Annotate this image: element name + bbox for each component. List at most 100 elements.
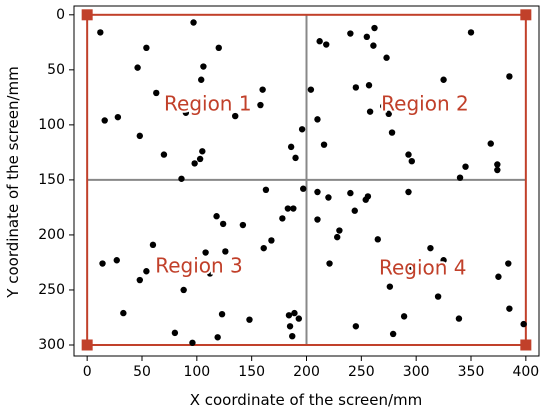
data-point-8: [153, 89, 160, 97]
corner-marker-2: [520, 9, 532, 21]
data-point-56: [120, 309, 127, 317]
region-label-4: Region 4: [379, 256, 467, 280]
data-point-16: [160, 151, 168, 158]
data-point-78: [295, 315, 303, 322]
data-point-98: [434, 293, 442, 300]
data-point-15: [136, 132, 144, 140]
data-point-49: [462, 163, 469, 170]
x-axis-label: X coordinate of the screen/mm: [190, 391, 423, 409]
data-point-43: [320, 141, 328, 148]
data-point-17: [199, 148, 206, 155]
data-point-96: [400, 313, 408, 320]
data-point-12: [182, 109, 190, 116]
data-point-40: [366, 108, 374, 115]
points-layer: [97, 19, 527, 346]
x-tick-label-150: 150: [238, 364, 265, 380]
data-point-60: [202, 249, 209, 256]
data-point-67: [214, 334, 221, 341]
data-point-6: [134, 64, 141, 71]
data-point-74: [285, 312, 293, 319]
axes: 0 50 100 150 200 250 300 350 400 0 50 100 150 200 250 3…: [38, 5, 540, 380]
region-label-3: Region 3: [155, 253, 243, 277]
data-point-7: [198, 76, 205, 83]
data-point-88: [362, 196, 369, 203]
data-point-82: [347, 189, 354, 197]
data-point-36: [365, 82, 373, 89]
data-point-38: [380, 102, 387, 110]
data-point-70: [268, 237, 275, 244]
data-point-48: [494, 166, 501, 174]
data-point-19: [191, 160, 198, 167]
data-point-68: [246, 316, 253, 323]
data-point-20: [292, 154, 299, 162]
y-tick-label-100: 100: [38, 117, 65, 133]
x-tick-label-200: 200: [293, 364, 320, 380]
data-point-47: [494, 161, 501, 168]
data-point-55: [143, 268, 150, 275]
data-point-86: [351, 207, 358, 214]
data-point-2: [190, 19, 197, 26]
y-axis-label: Y coordinate of the screen/mm: [4, 66, 22, 298]
data-point-62: [213, 213, 220, 220]
data-point-37: [307, 86, 315, 93]
x-tick-label-0: 0: [83, 364, 92, 380]
x-tick-label-100: 100: [183, 364, 210, 380]
data-point-31: [383, 54, 390, 61]
data-point-23: [178, 175, 185, 182]
y-tick-label-150: 150: [38, 172, 65, 188]
data-point-3: [143, 44, 150, 52]
data-point-92: [386, 283, 394, 290]
data-point-22: [298, 126, 306, 133]
data-point-58: [171, 329, 179, 337]
data-point-32: [467, 29, 475, 36]
data-point-80: [314, 188, 321, 196]
data-point-85: [334, 233, 341, 241]
plot-area: [81, 9, 532, 351]
data-point-39: [385, 110, 392, 118]
data-point-102: [505, 260, 512, 267]
y-tick-label-0: 0: [56, 7, 65, 23]
data-point-95: [389, 330, 397, 338]
x-tick-label-250: 250: [348, 364, 375, 380]
data-point-63: [219, 220, 227, 228]
x-tick-label-300: 300: [403, 364, 430, 380]
data-point-53: [113, 257, 120, 264]
data-point-54: [136, 276, 144, 284]
data-point-66: [218, 310, 226, 318]
data-point-99: [440, 257, 447, 264]
data-point-73: [290, 205, 297, 212]
y-tick-label-300: 300: [38, 337, 65, 353]
data-point-77: [289, 332, 296, 340]
data-point-34: [440, 76, 447, 83]
data-point-14: [114, 113, 122, 121]
data-point-76: [291, 309, 298, 317]
x-tick-label-350: 350: [458, 364, 485, 380]
region-label-1: Region 1: [164, 92, 252, 116]
x-tick-label-50: 50: [133, 364, 151, 380]
data-point-81: [325, 194, 332, 201]
data-point-83: [314, 216, 321, 223]
y-tick-label-200: 200: [38, 227, 65, 243]
data-point-27: [347, 30, 354, 37]
region-label-2: Region 2: [381, 92, 469, 116]
data-point-94: [405, 188, 412, 196]
data-point-61: [206, 270, 214, 277]
data-point-72: [284, 205, 292, 212]
data-point-1: [97, 29, 104, 36]
data-point-25: [316, 38, 323, 45]
data-point-5: [200, 63, 207, 70]
data-point-91: [374, 236, 381, 243]
data-point-59: [189, 339, 196, 346]
data-point-4: [215, 44, 222, 52]
data-point-46: [487, 140, 494, 147]
data-point-44: [405, 151, 412, 158]
data-point-93: [408, 263, 415, 271]
data-point-79: [300, 185, 307, 192]
x-tick-label-400: 400: [512, 364, 539, 380]
data-point-35: [352, 84, 360, 91]
data-point-21: [287, 143, 295, 151]
data-point-69: [260, 244, 267, 252]
data-point-64: [222, 248, 229, 255]
